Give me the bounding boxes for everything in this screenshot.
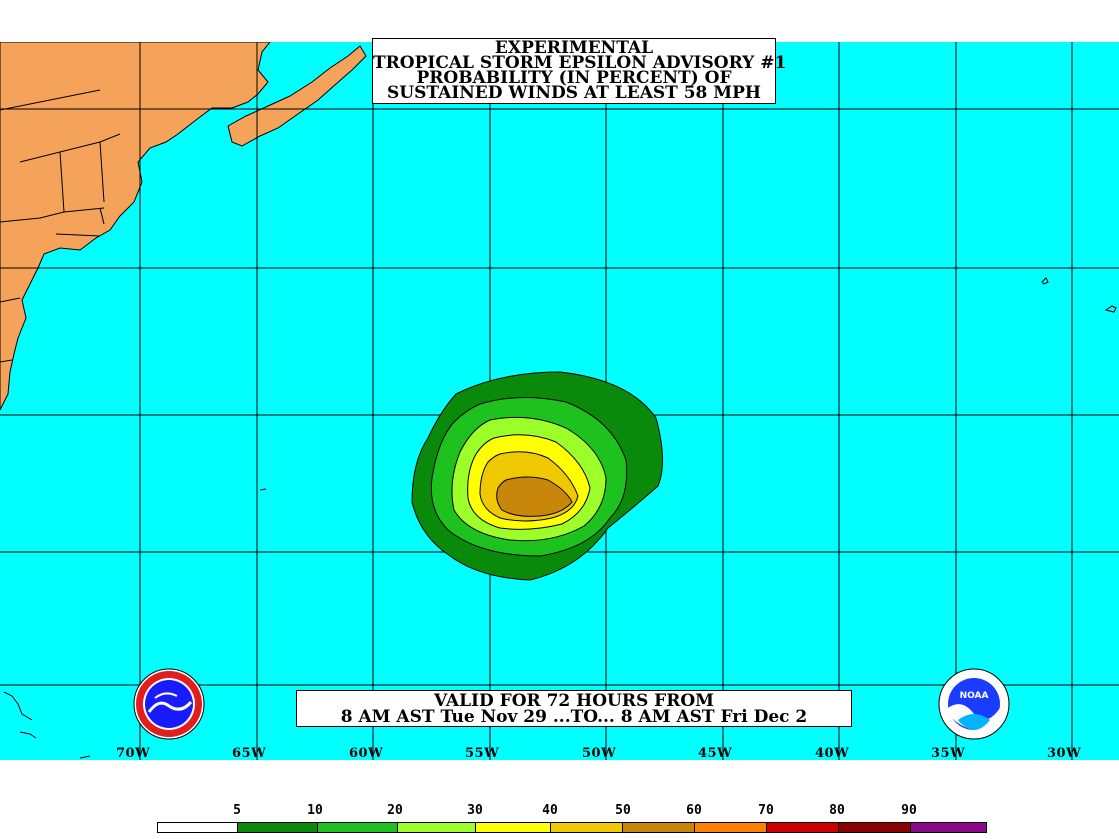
valid-line-1: VALID FOR 72 HOURS FROM — [434, 691, 714, 711]
lon-label-40w: 40W — [815, 746, 850, 761]
legend-tick-60: 60 — [686, 803, 702, 818]
legend-tick-50: 50 — [615, 803, 631, 818]
legend-swatch-0 — [158, 823, 238, 832]
legend-swatch-2 — [318, 823, 398, 832]
lon-label-65w: 65W — [232, 746, 267, 761]
graticule — [0, 42, 1119, 760]
lon-label-45w: 45W — [698, 746, 733, 761]
state-borders — [0, 89, 121, 363]
lon-label-30w: 30W — [1047, 746, 1082, 761]
legend-swatch-9 — [839, 823, 911, 832]
legend-swatch-8 — [767, 823, 839, 832]
lon-label-55w: 55W — [465, 746, 500, 761]
title-line-2: TROPICAL STORM EPSILON ADVISORY #1 — [373, 53, 787, 73]
legend-swatch-4 — [476, 823, 551, 832]
title-box: EXPERIMENTAL TROPICAL STORM EPSILON ADVI… — [372, 38, 787, 104]
legend-tick-30: 30 — [467, 803, 483, 818]
probability-legend: 5 10 20 30 40 50 60 70 80 90 — [157, 800, 987, 836]
lon-label-50w: 50W — [582, 746, 617, 761]
legend-swatch-10 — [911, 823, 986, 832]
noaa-logo: NOAA — [938, 668, 1010, 740]
lon-label-35w: 35W — [931, 746, 966, 761]
legend-tick-90: 90 — [901, 803, 917, 818]
legend-tick-10: 10 — [307, 803, 323, 818]
probability-contours — [411, 371, 664, 581]
lon-label-70w: 70W — [116, 746, 151, 761]
legend-tick-70: 70 — [758, 803, 774, 818]
nws-logo — [133, 668, 205, 740]
legend-tick-80: 80 — [829, 803, 845, 818]
valid-line-2: 8 AM AST Tue Nov 29 ...TO... 8 AM AST Fr… — [340, 707, 808, 727]
title-line-1: EXPERIMENTAL — [494, 38, 654, 58]
contour-50 — [496, 476, 573, 517]
valid-period-box: VALID FOR 72 HOURS FROM 8 AM AST Tue Nov… — [296, 690, 852, 727]
legend-tick-20: 20 — [387, 803, 403, 818]
legend-tick-5: 5 — [233, 803, 241, 818]
noaa-logo-text: NOAA — [960, 691, 989, 701]
lon-label-60w: 60W — [349, 746, 384, 761]
legend-swatch-6 — [623, 823, 695, 832]
map-area — [0, 42, 1119, 760]
legend-color-bar — [157, 822, 987, 833]
legend-swatch-1 — [238, 823, 318, 832]
land-north-america — [0, 42, 271, 411]
legend-swatch-3 — [398, 823, 476, 832]
legend-tick-40: 40 — [542, 803, 558, 818]
legend-swatch-7 — [695, 823, 767, 832]
map-canvas — [0, 42, 1119, 760]
islands — [3, 277, 1117, 759]
title-line-4: SUSTAINED WINDS AT LEAST 58 MPH — [387, 83, 761, 103]
title-line-3: PROBABILITY (IN PERCENT) OF — [416, 68, 732, 88]
legend-swatch-5 — [551, 823, 623, 832]
